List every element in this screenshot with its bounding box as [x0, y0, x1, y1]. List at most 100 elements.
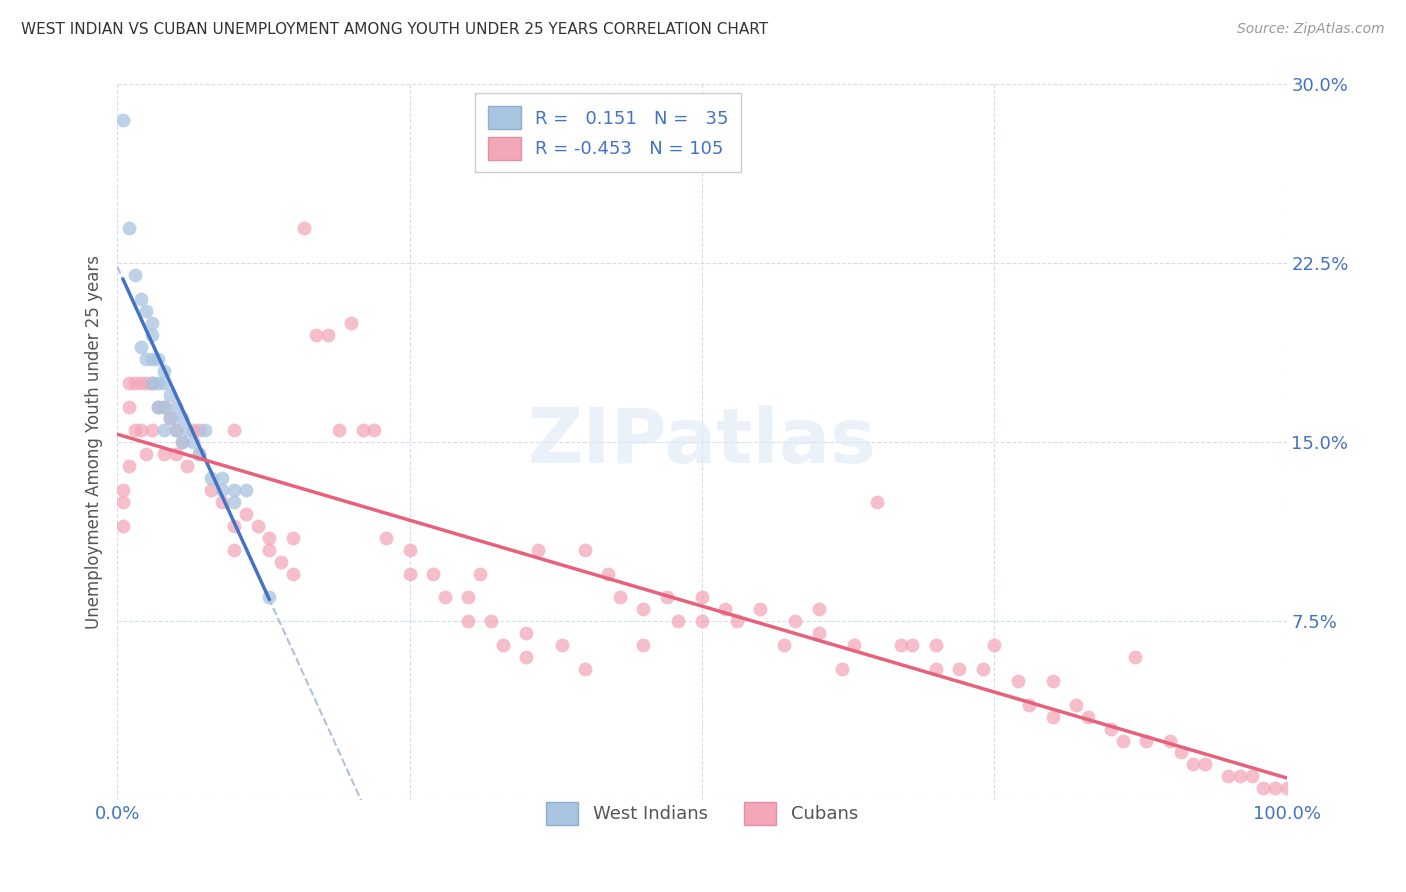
- Point: [714, 602, 737, 616]
- Point: [1264, 781, 1286, 796]
- Legend: West Indians, Cubans: West Indians, Cubans: [537, 793, 868, 834]
- Point: [129, 340, 152, 354]
- Point: [188, 447, 211, 461]
- Point: [1251, 781, 1274, 796]
- Point: [1135, 733, 1157, 747]
- Point: [457, 591, 479, 605]
- Point: [831, 662, 853, 676]
- Point: [281, 531, 304, 545]
- Point: [146, 351, 169, 366]
- Point: [515, 650, 537, 665]
- Point: [609, 591, 631, 605]
- Point: [690, 614, 713, 628]
- Point: [352, 424, 374, 438]
- Point: [772, 638, 794, 652]
- Point: [141, 424, 163, 438]
- Point: [153, 364, 176, 378]
- Point: [170, 435, 193, 450]
- Point: [129, 292, 152, 306]
- Point: [281, 566, 304, 581]
- Point: [153, 424, 176, 438]
- Point: [468, 566, 491, 581]
- Point: [1112, 733, 1135, 747]
- Point: [211, 495, 233, 509]
- Point: [725, 614, 748, 628]
- Y-axis label: Unemployment Among Youth under 25 years: Unemployment Among Youth under 25 years: [86, 255, 103, 630]
- Point: [363, 424, 385, 438]
- Point: [124, 424, 146, 438]
- Point: [159, 387, 181, 401]
- Point: [925, 662, 948, 676]
- Point: [124, 268, 146, 283]
- Point: [118, 376, 141, 390]
- Point: [165, 424, 187, 438]
- Point: [118, 400, 141, 414]
- Point: [118, 459, 141, 474]
- Point: [1099, 722, 1122, 736]
- Point: [1007, 673, 1029, 688]
- Point: [972, 662, 994, 676]
- Text: Source: ZipAtlas.com: Source: ZipAtlas.com: [1237, 22, 1385, 37]
- Point: [188, 447, 211, 461]
- Point: [246, 519, 269, 533]
- Point: [1170, 746, 1192, 760]
- Point: [901, 638, 924, 652]
- Point: [807, 602, 830, 616]
- Point: [574, 662, 596, 676]
- Point: [146, 376, 169, 390]
- Point: [1182, 757, 1205, 772]
- Point: [1123, 650, 1146, 665]
- Point: [112, 113, 135, 128]
- Point: [270, 555, 292, 569]
- Point: [1216, 769, 1239, 783]
- Point: [235, 507, 257, 521]
- Point: [135, 447, 157, 461]
- Point: [146, 400, 169, 414]
- Point: [141, 328, 163, 343]
- Point: [305, 328, 328, 343]
- Point: [527, 542, 550, 557]
- Point: [433, 591, 456, 605]
- Point: [200, 471, 222, 485]
- Point: [479, 614, 502, 628]
- Point: [328, 424, 350, 438]
- Point: [257, 531, 280, 545]
- Point: [176, 459, 198, 474]
- Point: [550, 638, 572, 652]
- Point: [690, 591, 713, 605]
- Point: [398, 566, 420, 581]
- Point: [224, 542, 246, 557]
- Text: ZIPatlas: ZIPatlas: [527, 405, 876, 479]
- Point: [170, 411, 193, 425]
- Point: [1042, 709, 1064, 723]
- Point: [1194, 757, 1216, 772]
- Point: [1042, 673, 1064, 688]
- Point: [135, 304, 157, 318]
- Point: [340, 316, 363, 330]
- Point: [194, 424, 217, 438]
- Point: [129, 424, 152, 438]
- Point: [807, 626, 830, 640]
- Point: [124, 376, 146, 390]
- Point: [141, 316, 163, 330]
- Point: [1018, 698, 1040, 712]
- Point: [188, 424, 211, 438]
- Point: [224, 483, 246, 497]
- Point: [422, 566, 444, 581]
- Point: [112, 483, 135, 497]
- Point: [257, 542, 280, 557]
- Point: [153, 376, 176, 390]
- Point: [925, 638, 948, 652]
- Point: [135, 376, 157, 390]
- Point: [257, 591, 280, 605]
- Point: [1229, 769, 1251, 783]
- Point: [785, 614, 807, 628]
- Point: [842, 638, 865, 652]
- Point: [375, 531, 398, 545]
- Point: [890, 638, 912, 652]
- Point: [141, 351, 163, 366]
- Text: WEST INDIAN VS CUBAN UNEMPLOYMENT AMONG YOUTH UNDER 25 YEARS CORRELATION CHART: WEST INDIAN VS CUBAN UNEMPLOYMENT AMONG …: [21, 22, 768, 37]
- Point: [135, 351, 157, 366]
- Point: [159, 411, 181, 425]
- Point: [141, 376, 163, 390]
